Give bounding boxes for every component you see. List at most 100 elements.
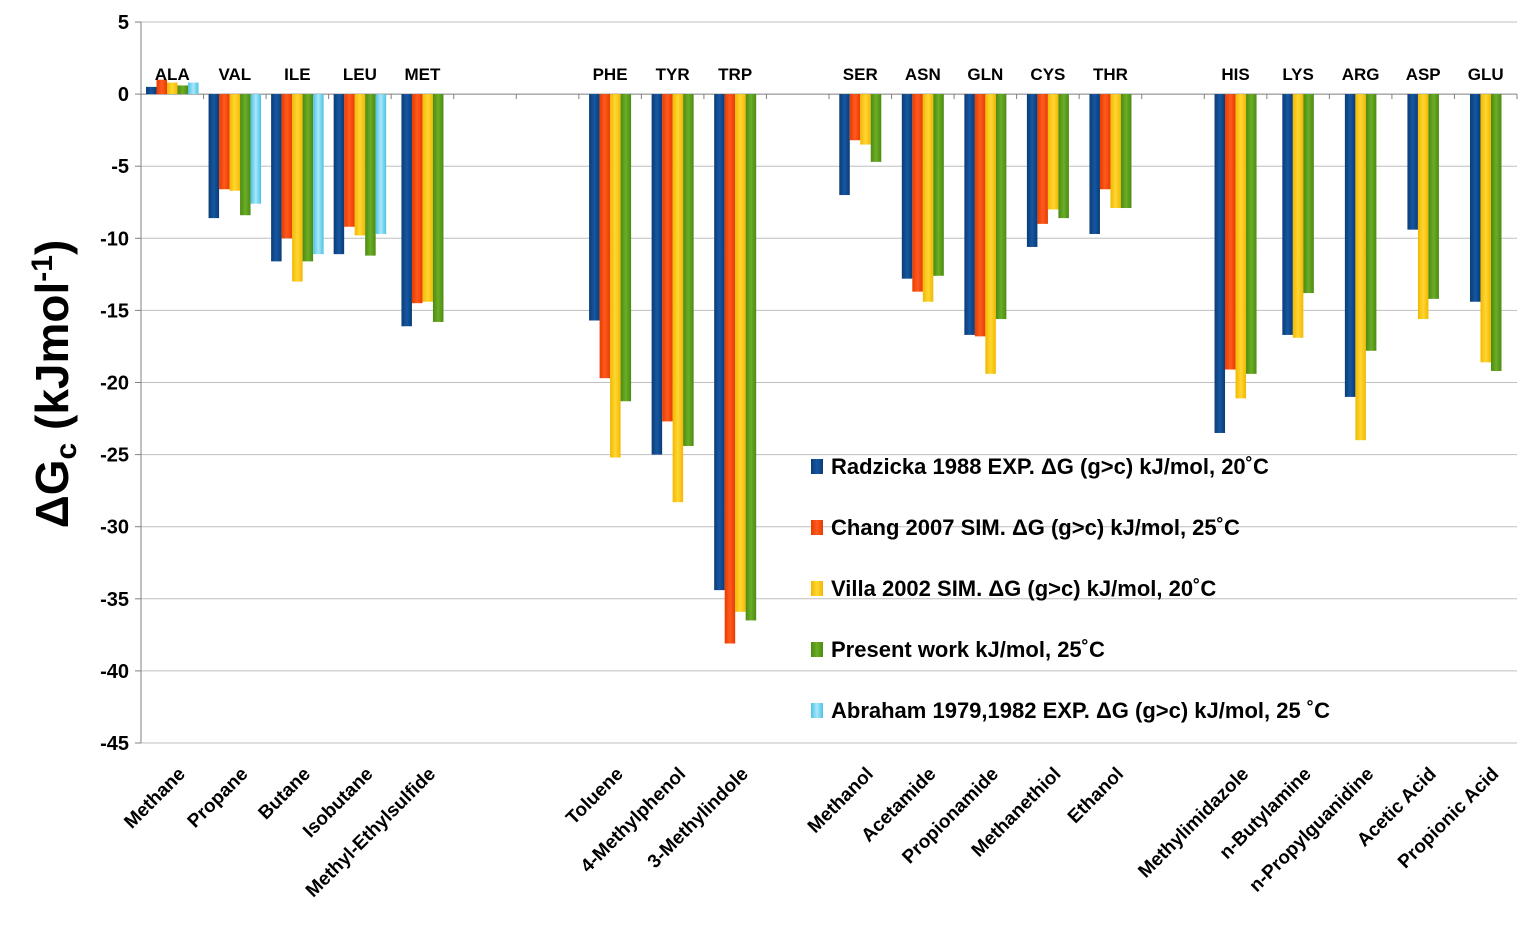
bar-n-butylamine-series-0 <box>1282 94 1293 335</box>
bar-acetic-acid-series-2 <box>1417 94 1429 320</box>
bar-n-propylguanidine-series-0 <box>1344 94 1356 397</box>
bar-n-butylamine-series-3 <box>1303 94 1314 294</box>
bar-acetic-acid-series-3 <box>1428 94 1439 299</box>
amino-acid-label: THR <box>1093 65 1128 84</box>
bar-acetamide-series-1 <box>912 94 923 292</box>
y-tick-label: -40 <box>100 661 129 683</box>
legend-swatch-1 <box>811 520 823 535</box>
bar-propionamide-series-0 <box>964 94 975 335</box>
amino-acid-label: TYR <box>656 65 690 84</box>
amino-acid-label: VAL <box>218 65 251 84</box>
legend-label-4: Abraham 1979,1982 EXP. ΔG (g>c) kJ/mol, … <box>831 698 1330 723</box>
bar-methylimidazole-series-2 <box>1235 94 1247 399</box>
legend-label-1: Chang 2007 SIM. ΔG (g>c) kJ/mol, 25˚C <box>831 515 1240 540</box>
bar-butane-series-1 <box>281 94 293 239</box>
legend: Radzicka 1988 EXP. ΔG (g>c) kJ/mol, 20˚C… <box>811 454 1330 723</box>
bar-propionic-acid-series-2 <box>1480 94 1491 363</box>
bar-methyl-ethylsulfide-series-2 <box>422 94 433 302</box>
bar-butane-series-0 <box>271 94 282 262</box>
bar-isobutane-series-0 <box>333 94 345 255</box>
bar-4-methylphenol-series-2 <box>672 94 684 503</box>
x-tick-label: Ethanol <box>1064 764 1128 828</box>
bar-methane-series-4 <box>188 82 199 95</box>
amino-acid-label: GLN <box>967 65 1003 84</box>
bar-propane-series-0 <box>208 94 220 219</box>
x-tick-label: Propane <box>184 764 253 833</box>
amino-acid-label: HIS <box>1221 65 1249 84</box>
bar-methylimidazole-series-3 <box>1246 94 1257 374</box>
bars <box>146 79 1502 644</box>
x-tick-label: Toluene <box>562 764 627 829</box>
y-tick-label: -30 <box>100 517 129 539</box>
legend-swatch-0 <box>811 459 823 474</box>
bar-butane-series-4 <box>313 94 324 255</box>
y-axis-label: ΔGc (kJmol-1) <box>26 240 83 529</box>
y-tick-label: -5 <box>111 156 129 178</box>
bar-methanol-series-3 <box>870 94 882 162</box>
bar-propionic-acid-series-0 <box>1469 94 1481 302</box>
legend-swatch-4 <box>811 703 823 718</box>
bar-4-methylphenol-series-0 <box>651 94 663 455</box>
bar-methanethiol-series-2 <box>1047 94 1059 210</box>
bar-methanethiol-series-0 <box>1026 94 1038 247</box>
x-tick-label: Methane <box>120 764 189 833</box>
bar-toluene-series-1 <box>599 94 611 379</box>
amino-acid-label: ASP <box>1406 65 1441 84</box>
bar-n-butylamine-series-2 <box>1292 94 1304 338</box>
bar-methyl-ethylsulfide-series-0 <box>401 94 412 327</box>
amino-acid-label: LYS <box>1282 65 1314 84</box>
bar-ethanol-series-2 <box>1110 94 1121 209</box>
amino-acid-label: ASN <box>905 65 941 84</box>
y-tick-label: -45 <box>100 733 129 755</box>
bar-propane-series-1 <box>219 94 230 190</box>
bar-3-methylindole-series-1 <box>724 94 736 644</box>
legend-label-2: Villa 2002 SIM. ΔG (g>c) kJ/mol, 20˚C <box>831 576 1216 601</box>
y-tick-label: -15 <box>100 300 129 322</box>
bar-3-methylindole-series-2 <box>735 94 746 612</box>
bar-propane-series-3 <box>240 94 251 216</box>
y-tick-label: 5 <box>118 12 129 34</box>
legend-swatch-3 <box>811 642 823 657</box>
bar-methylimidazole-series-0 <box>1214 94 1226 433</box>
bar-acetamide-series-0 <box>901 94 913 279</box>
bar-ethanol-series-0 <box>1089 94 1100 234</box>
amino-acid-label: LEU <box>343 65 377 84</box>
bar-4-methylphenol-series-1 <box>662 94 673 422</box>
legend-swatch-2 <box>811 581 823 596</box>
bar-methanol-series-0 <box>839 94 850 196</box>
bar-methyl-ethylsulfide-series-1 <box>411 94 423 304</box>
amino-acid-label: PHE <box>593 65 628 84</box>
bar-methane-series-1 <box>156 79 168 95</box>
bar-toluene-series-2 <box>610 94 621 458</box>
bar-propane-series-4 <box>250 94 262 204</box>
bar-toluene-series-3 <box>620 94 632 402</box>
bar-acetamide-series-3 <box>933 94 944 276</box>
bar-propionamide-series-3 <box>995 94 1007 320</box>
bar-isobutane-series-4 <box>375 94 387 234</box>
bar-propionamide-series-1 <box>974 94 986 337</box>
bar-methanethiol-series-3 <box>1058 94 1069 219</box>
bar-isobutane-series-3 <box>365 94 376 256</box>
bar-methanethiol-series-1 <box>1037 94 1048 224</box>
amino-acid-label: TRP <box>718 65 752 84</box>
y-tick-label: 0 <box>118 84 129 106</box>
amino-acid-label: SER <box>843 65 878 84</box>
amino-acid-label: CYS <box>1030 65 1065 84</box>
bar-isobutane-series-2 <box>354 94 366 236</box>
x-tick-label: 4-Methylphenol <box>577 764 690 877</box>
bar-propane-series-2 <box>229 94 241 191</box>
bar-propionamide-series-2 <box>985 94 996 374</box>
bar-acetic-acid-series-0 <box>1407 94 1418 230</box>
bar-methane-series-3 <box>177 85 189 95</box>
bar-propionic-acid-series-3 <box>1490 94 1502 371</box>
bar-methanol-series-1 <box>849 94 861 141</box>
bar-isobutane-series-1 <box>344 94 355 227</box>
x-tick-label: Butane <box>255 764 315 824</box>
y-tick-label: -25 <box>100 445 129 467</box>
bar-methyl-ethylsulfide-series-3 <box>432 94 444 322</box>
bar-butane-series-3 <box>302 94 314 262</box>
legend-label-3: Present work kJ/mol, 25˚C <box>831 637 1105 662</box>
amino-acid-label: ALA <box>155 65 190 84</box>
bar-ethanol-series-3 <box>1120 94 1132 209</box>
